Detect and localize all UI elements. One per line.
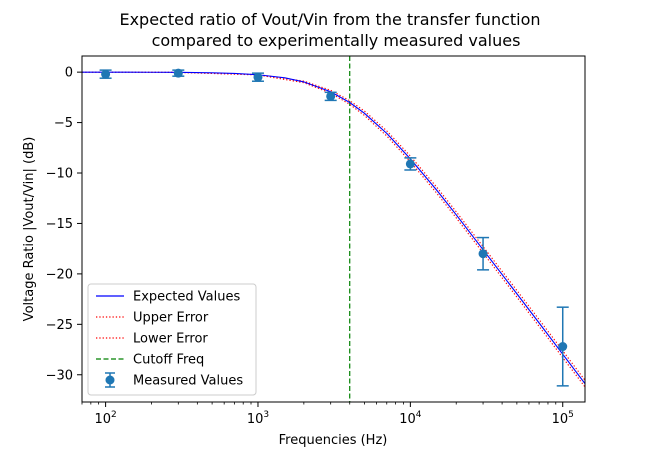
chart-title-line-2: compared to experimentally measured valu… (152, 31, 521, 50)
legend-label: Measured Values (133, 374, 243, 389)
legend-label: Upper Error (133, 311, 209, 326)
axis-ticks: 102 103 104 105 0 −5 −10 −15 −20 −25 −30 (46, 66, 574, 427)
lower-error-line (82, 71, 586, 388)
y-tick-label: −10 (46, 167, 73, 182)
plot-area (81, 55, 586, 403)
legend-box (87, 283, 257, 396)
measured-point (253, 72, 263, 82)
legend-handle-marker (105, 375, 115, 385)
legend-label: Cutoff Freq (133, 353, 204, 368)
x-axis-label: Frequencies (Hz) (279, 433, 388, 448)
legend: Expected Values Upper Error Lower Error Cut… (87, 283, 257, 396)
x-tick-label: 103 (247, 410, 269, 427)
measured-point (173, 68, 183, 78)
measured-point (558, 342, 568, 352)
y-tick-label: −25 (46, 318, 73, 333)
y-tick-label: −15 (46, 217, 73, 232)
measured-point (478, 249, 488, 259)
measured-point (101, 69, 111, 79)
measured-point (405, 159, 415, 169)
axes-frame (81, 55, 586, 403)
chart-title-line-1: Expected ratio of Vout/Vin from the tran… (119, 10, 540, 29)
expected-values-line (82, 71, 586, 384)
x-tick-label: 104 (399, 410, 422, 427)
y-axis-label: Voltage Ratio |Vout/Vin| (dB) (22, 137, 37, 322)
measured-point (326, 91, 336, 101)
y-tick-label: 0 (65, 66, 73, 81)
x-tick-label: 102 (94, 410, 116, 427)
y-tick-label: −20 (46, 267, 73, 282)
y-tick-label: −5 (54, 116, 73, 131)
legend-label: Expected Values (133, 290, 240, 305)
legend-label: Lower Error (133, 332, 208, 347)
y-tick-label: −30 (46, 368, 73, 383)
x-tick-label: 105 (552, 410, 574, 427)
